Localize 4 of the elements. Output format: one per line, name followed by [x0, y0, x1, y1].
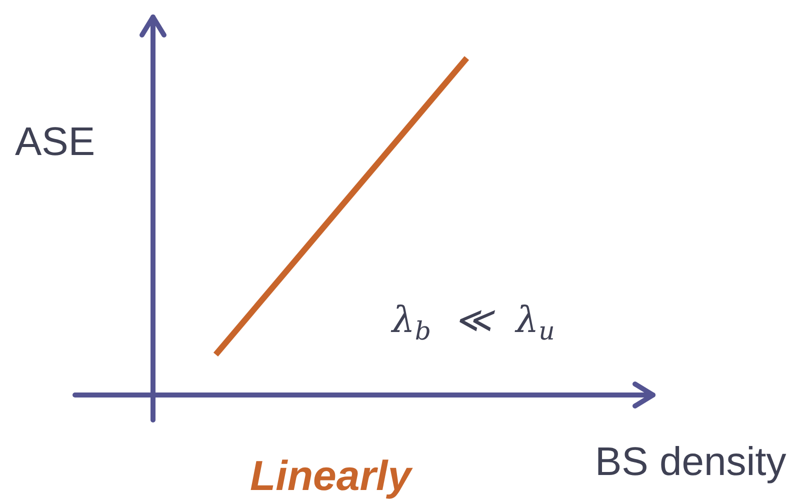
x-axis-title: BS density — [595, 440, 786, 484]
annotation: λ$_{b}$ ≪ λ$_{u}$ — [392, 300, 555, 346]
text: Linearly — [250, 452, 412, 499]
y-axis-title: ASE — [15, 120, 96, 164]
